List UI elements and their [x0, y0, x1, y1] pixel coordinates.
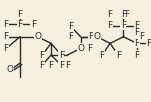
- Text: F: F: [3, 44, 8, 53]
- Text: F: F: [100, 51, 105, 60]
- Text: F: F: [100, 51, 105, 60]
- Text: F: F: [88, 32, 93, 41]
- Text: F: F: [116, 51, 121, 60]
- Text: O: O: [7, 65, 14, 74]
- Text: F: F: [48, 61, 54, 70]
- Text: O: O: [7, 65, 14, 74]
- Text: F: F: [68, 32, 74, 41]
- Text: F: F: [65, 61, 70, 70]
- Text: F: F: [40, 61, 45, 70]
- Text: O: O: [93, 32, 100, 41]
- Text: F: F: [121, 21, 126, 30]
- Text: F: F: [3, 44, 8, 53]
- Text: O: O: [34, 32, 41, 41]
- Text: F: F: [3, 32, 8, 41]
- Text: F: F: [121, 10, 126, 19]
- Text: F: F: [124, 10, 129, 19]
- Text: F: F: [40, 51, 45, 60]
- Text: O: O: [93, 32, 100, 41]
- Text: O: O: [34, 32, 41, 41]
- Text: F: F: [59, 61, 64, 70]
- Text: F: F: [134, 39, 139, 48]
- Text: F: F: [3, 20, 8, 29]
- Text: O: O: [77, 44, 84, 53]
- Text: F: F: [31, 20, 36, 29]
- Text: F: F: [87, 44, 92, 53]
- Text: F: F: [59, 51, 64, 60]
- Text: F: F: [59, 51, 64, 60]
- Text: F: F: [134, 21, 139, 30]
- Text: F: F: [134, 28, 139, 37]
- Text: F: F: [31, 20, 36, 29]
- Text: F: F: [17, 10, 22, 19]
- Text: F: F: [3, 20, 8, 29]
- Text: F: F: [146, 39, 151, 48]
- Text: O: O: [77, 44, 84, 53]
- Text: F: F: [68, 22, 74, 31]
- Text: F: F: [139, 32, 144, 41]
- Text: F: F: [108, 10, 113, 19]
- Text: F: F: [108, 21, 113, 30]
- Text: F: F: [17, 20, 22, 29]
- Text: F: F: [3, 32, 8, 41]
- Text: F: F: [40, 51, 45, 60]
- Text: F: F: [116, 51, 121, 60]
- Text: F: F: [134, 51, 139, 60]
- Text: F: F: [134, 51, 139, 60]
